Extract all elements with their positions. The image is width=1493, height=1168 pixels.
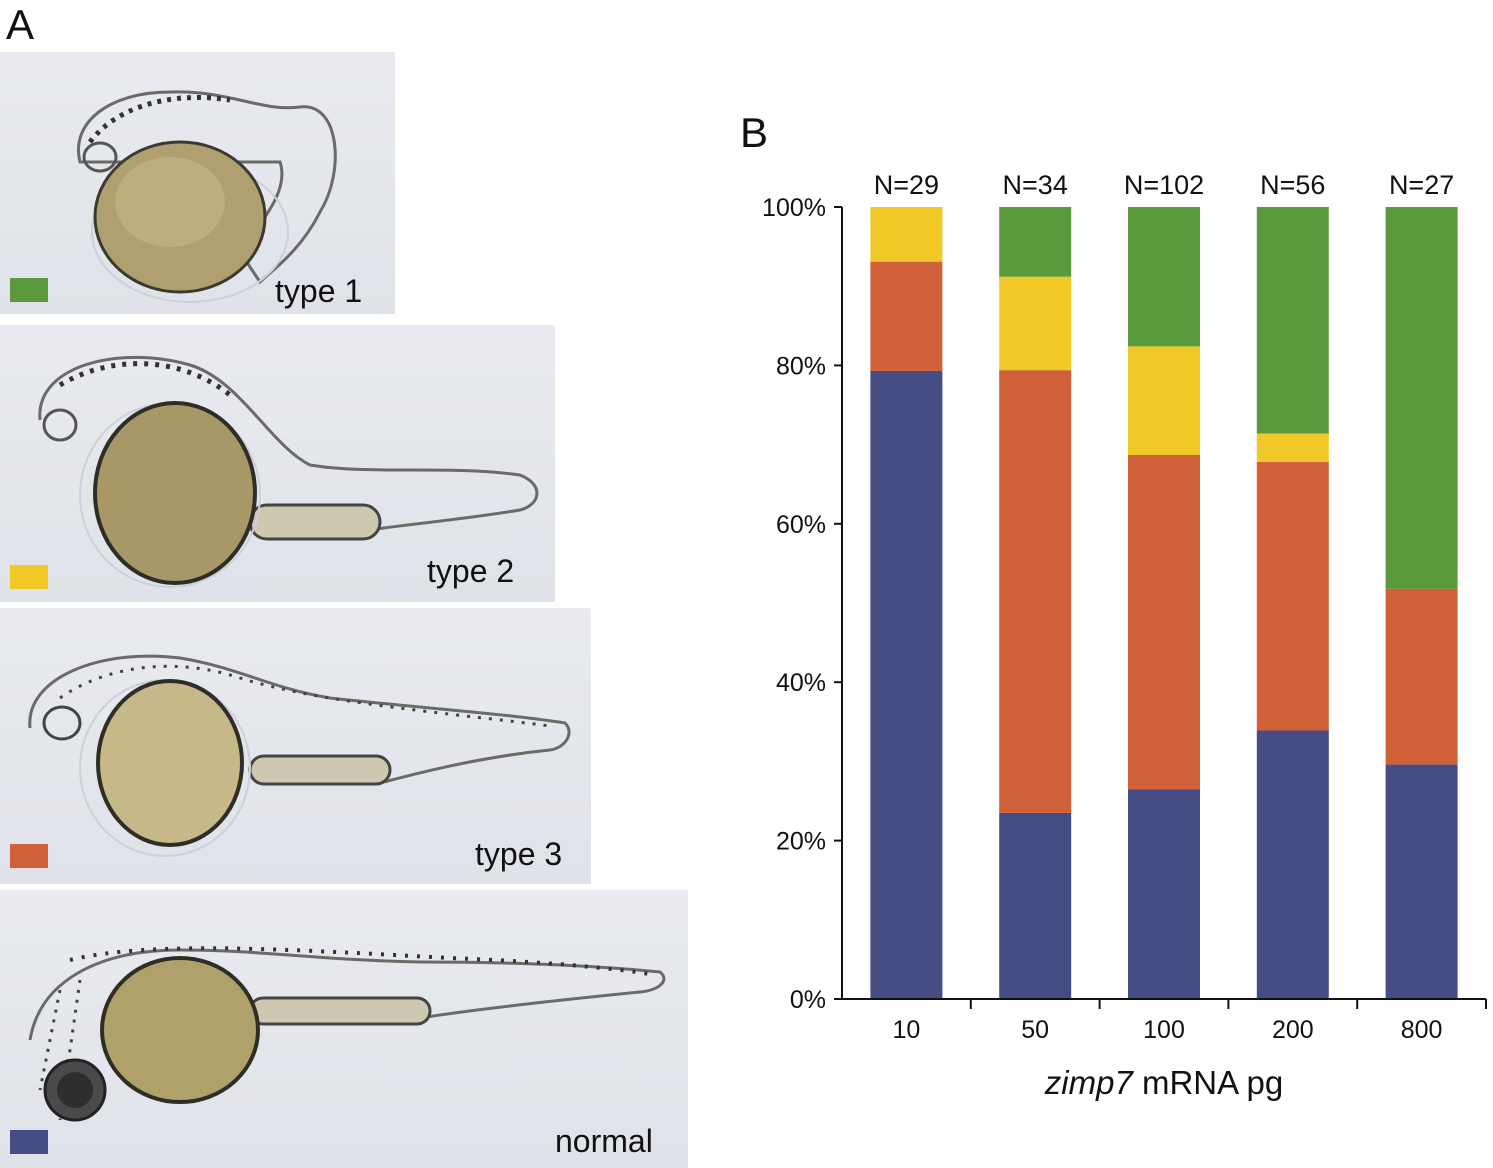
label-type2: type 2 (427, 553, 515, 589)
embryo-normal-image (28, 946, 666, 1122)
count-label-50: N=34 (1003, 170, 1068, 200)
bar-type2-200 (1256, 433, 1329, 463)
bar-type2-100 (1128, 346, 1200, 455)
bar-type2-10 (870, 207, 943, 262)
x-tick-100: 100 (1143, 1016, 1185, 1044)
bar-normal-50 (999, 812, 1072, 999)
swatch-normal (10, 1130, 48, 1154)
stacked-bar-chart: N=29 10 N=34 50 N=102 100 N=56 200 N=27 800 0% 20% 4… (762, 170, 1487, 1101)
embryo-photo-type2: type 2 (0, 325, 555, 602)
bar-normal-100 (1128, 789, 1200, 999)
swatch-type1 (10, 278, 48, 302)
x-axis-title-units: mRNA pg (1133, 1064, 1283, 1101)
bar-type2-50 (999, 276, 1072, 371)
labels-group: N=29 10 N=34 50 N=102 100 N=56 200 N=27 800 0% 20% 4… (762, 170, 1454, 1101)
y-tick-0: 0% (790, 986, 826, 1014)
panel-b-label: B (740, 109, 769, 156)
embryo-type3-image (28, 654, 571, 857)
swatch-type2 (10, 565, 48, 589)
y-tick-2: 40% (776, 669, 826, 697)
axes-group (834, 206, 1487, 1009)
bar-type3-200 (1256, 462, 1329, 731)
bar-type1-200 (1256, 207, 1329, 434)
bars-group (870, 207, 1458, 1000)
label-type1: type 1 (275, 273, 363, 309)
bar-type3-100 (1128, 454, 1200, 790)
panel-a-label: A (6, 1, 35, 48)
count-label-200: N=56 (1260, 170, 1325, 200)
count-label-800: N=27 (1389, 170, 1454, 200)
count-label-10: N=29 (874, 170, 939, 200)
x-axis-title-gene: zimp7 (1044, 1064, 1135, 1101)
bar-type3-10 (870, 261, 943, 371)
bar-type1-800 (1385, 207, 1458, 589)
embryo-photo-type1: type 1 (0, 52, 395, 314)
bar-type1-100 (1128, 207, 1200, 347)
embryo-type1-image (77, 90, 337, 303)
y-tick-3: 60% (776, 511, 826, 539)
label-type3: type 3 (475, 836, 563, 872)
count-label-100: N=102 (1124, 170, 1204, 200)
x-tick-800: 800 (1401, 1016, 1443, 1044)
x-tick-10: 10 (892, 1016, 920, 1044)
swatch-type3 (10, 844, 48, 868)
y-tick-4: 80% (776, 352, 826, 380)
embryo-photo-type3: type 3 (0, 608, 591, 884)
embryo-type2-image (38, 355, 539, 588)
bar-type3-50 (999, 370, 1072, 813)
bar-normal-10 (870, 370, 943, 1000)
bar-normal-800 (1385, 764, 1458, 999)
bar-type1-50 (999, 207, 1072, 277)
y-tick-1: 20% (776, 828, 826, 856)
x-tick-50: 50 (1021, 1016, 1049, 1044)
x-tick-200: 200 (1272, 1016, 1314, 1044)
embryo-photo-normal: normal (0, 890, 688, 1168)
x-axis-title: zimp7 mRNA pg (1044, 1064, 1283, 1101)
y-tick-5: 100% (762, 194, 826, 222)
bar-type3-800 (1385, 588, 1458, 765)
label-normal: normal (555, 1123, 653, 1159)
bar-normal-200 (1256, 730, 1329, 999)
